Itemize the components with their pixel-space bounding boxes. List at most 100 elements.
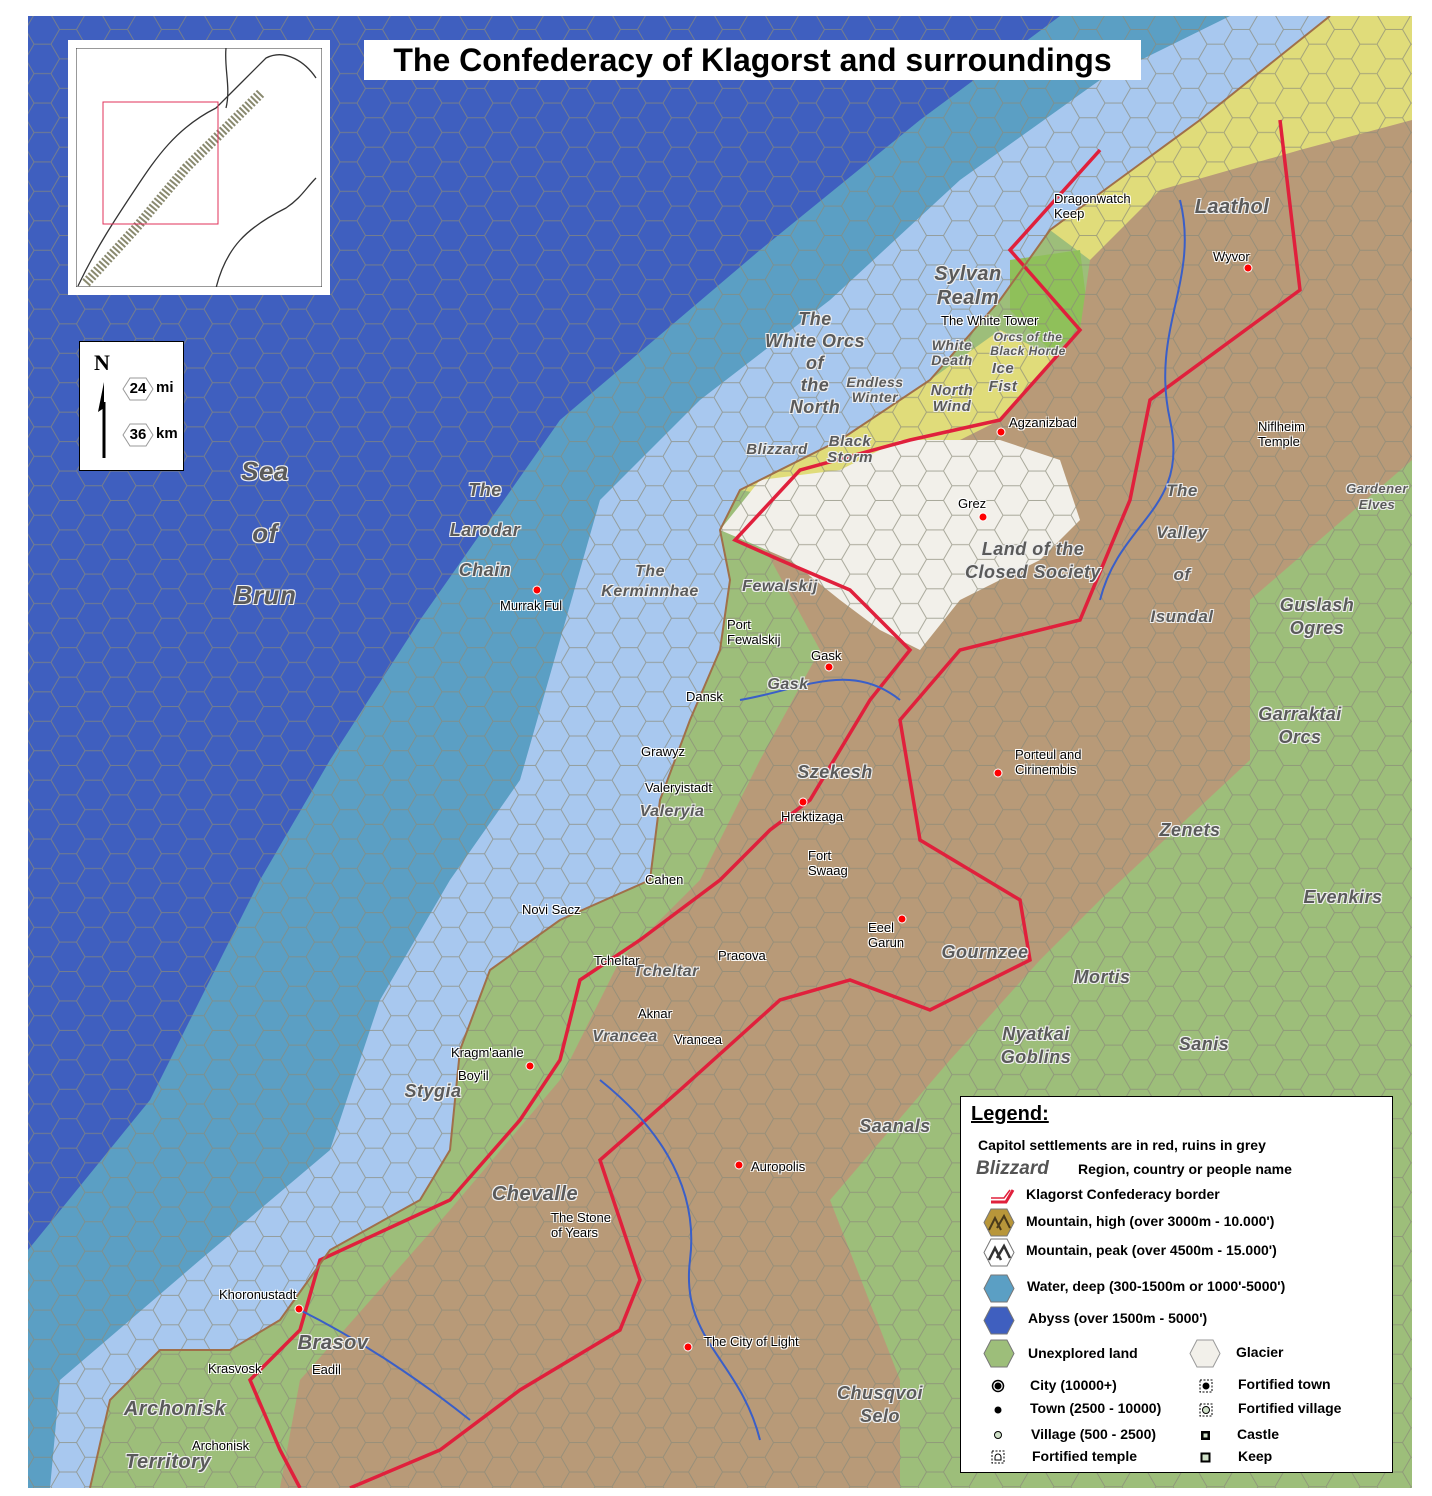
legend-region-sample: Blizzard <box>976 1158 1049 1179</box>
hex-icon <box>122 377 154 401</box>
region-label: Tcheltar <box>633 963 699 980</box>
city-icon <box>991 1379 1005 1393</box>
settlement-label[interactable]: The City of Light <box>704 1334 799 1349</box>
settlement-label[interactable]: Porteul and Cirinembis <box>1015 747 1082 777</box>
abyss-hex-icon <box>983 1306 1015 1335</box>
region-label: The Larodar Chain <box>449 480 521 580</box>
settlement-label[interactable]: Aknar <box>638 1006 672 1021</box>
region-label: Evenkirs <box>1303 887 1383 907</box>
legend-item-label: Mountain, high (over 3000m - 10.000') <box>1026 1213 1275 1229</box>
settlement-label[interactable]: Archonisk <box>192 1438 250 1453</box>
region-label: Brasov <box>297 1332 369 1354</box>
settlement-label[interactable]: Krasvosk <box>208 1361 262 1376</box>
region-label: Valeryia <box>639 803 705 820</box>
coastline <box>89 15 1331 1489</box>
settlement-label[interactable]: Murrak Ful <box>500 598 563 613</box>
settlement-label[interactable]: Dansk <box>686 689 723 704</box>
region-label: Gournzee <box>941 942 1029 962</box>
hex-icon <box>122 423 154 447</box>
region-label: North Wind <box>930 382 974 415</box>
settlement-label[interactable]: Kragm'aanle <box>451 1045 524 1060</box>
scale-miles-unit: mi <box>156 379 174 396</box>
region-label: The White Orcs of the North <box>764 309 866 417</box>
town-icon <box>994 1406 1002 1414</box>
locator-map-drawing <box>76 48 322 287</box>
deep-water-hex-icon <box>983 1274 1015 1303</box>
north-label: N <box>94 350 110 375</box>
settlement-label[interactable]: Fort Swaag <box>808 848 848 878</box>
legend-item-label: Abyss (over 1500m - 5000') <box>1028 1310 1208 1326</box>
region-label: The Valley of Isundal <box>1150 481 1214 626</box>
region-label: Gask <box>767 676 809 693</box>
settlement-label[interactable]: Cahen <box>645 872 684 887</box>
glacier-hex-icon <box>1189 1339 1221 1368</box>
region-label: Guslash Ogres <box>1279 595 1355 638</box>
capital-markers <box>294 263 1253 1352</box>
settlement-label[interactable]: The White Tower <box>941 313 1039 328</box>
settlement-label[interactable]: Boy'il <box>458 1068 489 1083</box>
settlement-label[interactable]: Port Fewalskij <box>727 617 781 647</box>
region-label: Chevalle <box>491 1183 579 1205</box>
legend-item-label: Town (2500 - 10000) <box>1030 1400 1162 1416</box>
region-label: Blizzard <box>746 441 808 458</box>
region-label: Land of the Closed Society <box>964 539 1102 582</box>
settlement-label[interactable]: Wyvor <box>1213 249 1250 264</box>
region-label: Archonisk <box>123 1398 227 1420</box>
region-label: Chusqvoi Selo <box>836 1383 924 1426</box>
region-label: The Kerminnhae <box>601 563 699 600</box>
settlement-label[interactable]: Grez <box>958 496 987 511</box>
region-label: Stygia <box>404 1081 462 1101</box>
region-label: Black Storm <box>827 433 873 466</box>
fortified-temple-icon <box>991 1450 1005 1464</box>
legend-item-label: Village (500 - 2500) <box>1031 1426 1157 1442</box>
legend-note: Capitol settlements are in red, ruins in… <box>978 1137 1266 1153</box>
scale-compass-box: N 24 mi 36 km <box>79 341 184 471</box>
unexplored-hex-icon <box>983 1339 1015 1368</box>
settlement-label[interactable]: Tcheltar <box>594 953 640 968</box>
legend-title: Legend: <box>971 1103 1049 1125</box>
settlement-label[interactable]: Pracova <box>718 948 766 963</box>
legend-item-label: Fortified village <box>1238 1400 1342 1416</box>
legend-item-label: Keep <box>1238 1448 1273 1464</box>
region-label: Nyatkai Goblins <box>1000 1024 1072 1067</box>
settlement-label[interactable]: Gask <box>811 648 842 663</box>
settlement-label[interactable]: Niflheim Temple <box>1258 419 1305 449</box>
settlement-label[interactable]: Valeryistadt <box>645 780 712 795</box>
scale-km-value: 36 <box>129 426 147 443</box>
legend-region-desc: Region, country or people name <box>1078 1161 1292 1177</box>
settlement-label[interactable]: Khoronustadt <box>219 1287 297 1302</box>
locator-frame <box>102 101 219 225</box>
region-label: Sea of Brun <box>233 456 297 610</box>
region-label: Territory <box>124 1451 212 1473</box>
region-label: White Death <box>931 337 973 368</box>
settlement-label[interactable]: Dragonwatch Keep <box>1054 191 1131 221</box>
region-label: Mortis <box>1073 967 1131 987</box>
region-label: Fewalskij <box>742 578 818 595</box>
north-arrow-icon <box>98 382 106 458</box>
legend: Legend: Capitol settlements are in red, … <box>960 1096 1393 1473</box>
region-label: Garraktai Orcs <box>1258 704 1342 747</box>
region-label: Sanis <box>1178 1034 1230 1054</box>
settlement-label[interactable]: The Stone of Years <box>551 1210 611 1240</box>
settlement-label[interactable]: Hrektizaga <box>781 809 844 824</box>
settlement-label[interactable]: Grawyz <box>641 744 686 759</box>
settlement-label[interactable]: Vrancea <box>674 1032 722 1047</box>
region-label: Vrancea <box>592 1028 658 1045</box>
settlement-label[interactable]: Auropolis <box>751 1159 806 1174</box>
settlement-label[interactable]: Agzanizbad <box>1009 415 1077 430</box>
region-label: Saanals <box>859 1116 931 1136</box>
legend-item-label: Mountain, peak (over 4500m - 15.000') <box>1026 1242 1277 1258</box>
settlement-label[interactable]: Novi Sacz <box>522 902 581 917</box>
region-label: Szekesh <box>797 762 873 782</box>
village-icon <box>994 1431 1002 1439</box>
peak-hex-icon <box>983 1238 1015 1267</box>
region-label: Gardener Elves <box>1346 481 1408 512</box>
keep-icon <box>1200 1452 1211 1463</box>
settlement-label[interactable]: Eadil <box>312 1362 341 1377</box>
legend-item-label: Castle <box>1237 1426 1280 1442</box>
legend-item-label: Fortified temple <box>1032 1448 1138 1464</box>
settlement-label[interactable]: Eeel Garun <box>868 920 905 950</box>
legend-item-label: Glacier <box>1236 1344 1284 1360</box>
region-label: Sylvan Realm <box>934 263 1002 309</box>
region-label: Endless Winter <box>846 374 904 405</box>
